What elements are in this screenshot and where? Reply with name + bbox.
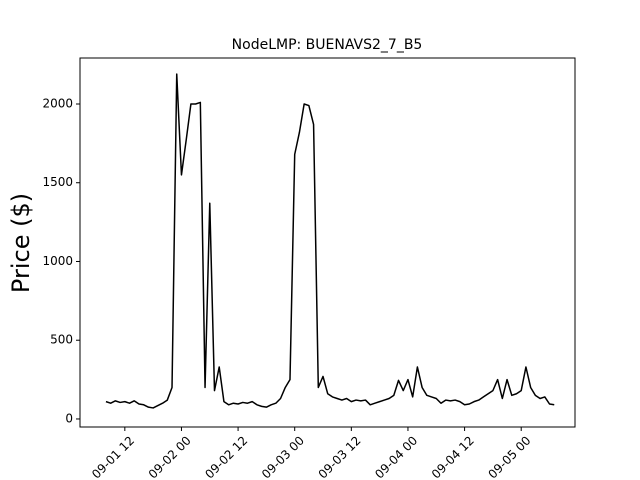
x-tick-label: 09-04 00 [372, 433, 420, 480]
y-tick-label: 1500 [42, 175, 73, 189]
x-tick-label: 09-02 00 [146, 433, 194, 480]
x-tick-label: 09-01 12 [89, 433, 137, 480]
plot-frame [79, 57, 576, 428]
y-tick-label: 0 [65, 411, 73, 425]
x-tick-label: 09-03 12 [316, 433, 364, 480]
y-tick-label: 500 [50, 333, 73, 347]
x-tick-label: 09-03 00 [259, 433, 307, 480]
chart-title: NodeLMP: BUENAVS2_7_B5 [232, 37, 423, 53]
x-tick-label: 09-05 00 [485, 433, 533, 480]
x-tick-label: 09-04 12 [429, 433, 477, 480]
x-tick-label: 09-02 12 [202, 433, 250, 480]
y-tick-label: 2000 [42, 96, 73, 110]
y-tick-label: 1000 [42, 254, 73, 268]
line [105, 73, 555, 409]
y-axis-label: Price ($) [7, 193, 35, 293]
